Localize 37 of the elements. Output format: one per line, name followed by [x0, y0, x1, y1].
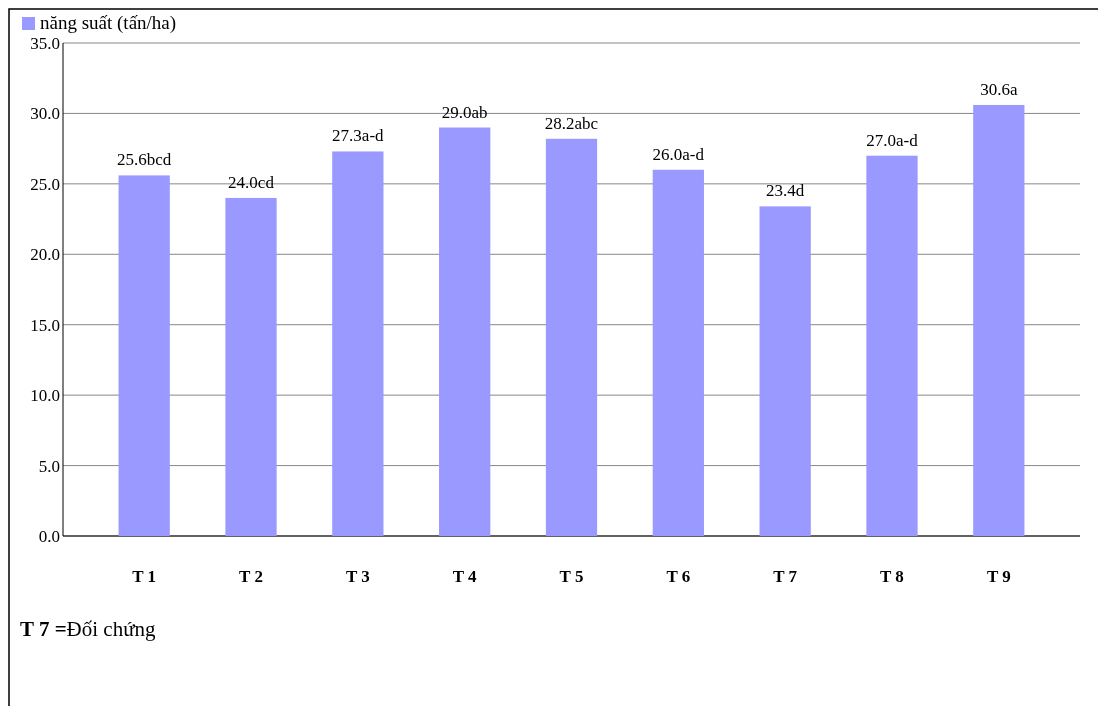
bar: [118, 175, 170, 536]
y-tick-label: 20.0: [30, 245, 60, 265]
data-label: 26.0a-d: [652, 144, 705, 164]
y-tick-label: 0.0: [38, 526, 60, 546]
bar: [545, 138, 598, 536]
data-label: 28.2abc: [544, 113, 599, 133]
y-tick-label: 10.0: [30, 386, 60, 406]
data-label: 27.0a-d: [866, 130, 919, 150]
y-tick-label: 15.0: [30, 315, 60, 335]
bar: [332, 151, 384, 536]
x-tick-label: T 4: [452, 567, 478, 586]
text: T 7 =Đối chứng: [20, 617, 157, 641]
data-label: 29.0ab: [441, 102, 488, 122]
x-tick-label: T 2: [239, 567, 263, 586]
x-tick-label: T 6: [666, 567, 691, 586]
y-tick-label: 35.0: [30, 33, 60, 53]
x-tick-label: T 8: [880, 567, 904, 586]
bar: [652, 169, 704, 536]
legend-label: năng suất (tấn/ha): [40, 12, 177, 34]
x-tick-label: T 7: [773, 567, 798, 586]
y-tick-label: 30.0: [30, 104, 60, 124]
x-tick-label: T 5: [559, 567, 584, 586]
x-tick-label: T 1: [132, 567, 157, 586]
y-tick-label: 25.0: [30, 174, 60, 194]
data-label: 23.4d: [766, 181, 805, 201]
bar: [439, 127, 491, 536]
bar: [973, 104, 1025, 536]
x-tick-label: T 9: [986, 567, 1011, 586]
bar: [866, 155, 918, 536]
x-tick-label: T 3: [345, 567, 370, 586]
data-label: 27.3a-d: [332, 126, 385, 146]
data-label: 25.6bcd: [117, 150, 172, 170]
data-label: 24.0cd: [228, 172, 275, 192]
data-label: 30.6a: [980, 79, 1018, 99]
bar: [759, 206, 811, 536]
bar: [225, 197, 277, 536]
y-tick-label: 5.0: [38, 456, 60, 476]
